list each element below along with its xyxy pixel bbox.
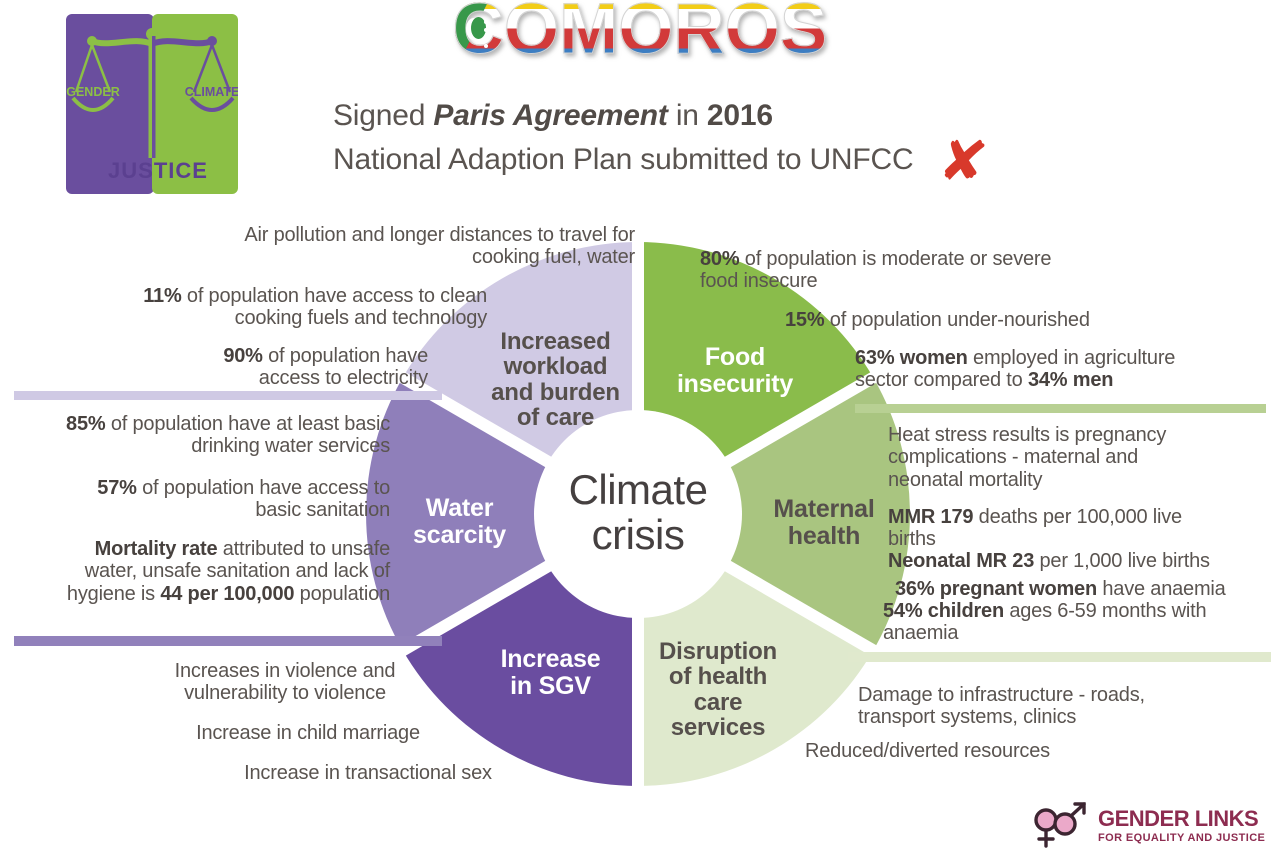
year-text: 2016 — [706, 99, 773, 132]
logo-word-gender: GENDER — [66, 85, 119, 99]
gender-links-tagline: FOR EQUALITY AND JUSTICE — [1098, 832, 1266, 844]
gender-links-logo: GENDER LINKS FOR EQUALITY AND JUSTICE — [1032, 801, 1265, 851]
stat-mortality-rate: Mortality rate attributed to unsafe wate… — [66, 538, 390, 605]
stat-transactional: Increase in transactional sex — [244, 762, 492, 784]
paris-agreement-text: Paris Agreement — [433, 99, 668, 132]
flag-star-icon — [484, 28, 488, 32]
label-workload: Increased workload and burden of care — [491, 328, 620, 432]
stat-resources: Reduced/diverted resources — [805, 740, 1050, 762]
scales-of-justice-icon: GENDER CLIMATE JUSTICE — [66, 14, 239, 194]
bar-health-services — [848, 652, 1271, 662]
stat-drinking-water: 85% of population have at least basic dr… — [66, 413, 390, 458]
flag-star-icon — [484, 36, 488, 40]
bar-water-bottom — [14, 636, 442, 646]
nap-text: National Adaption Plan submitted to UNFC… — [333, 143, 914, 176]
label-health-services: Disruption of health care services — [659, 638, 777, 742]
bar-workload — [14, 391, 442, 400]
header-statements: Signed Paris Agreement in 2016 National … — [333, 99, 1093, 198]
signed-text: Signed — [333, 99, 434, 132]
logo-word-justice: JUSTICE — [108, 158, 208, 183]
label-increase-in-sgv: Increase in SGV — [500, 645, 601, 700]
logo-word-climate: CLIMATE — [185, 85, 238, 99]
gender-links-name: GENDER LINKS — [1098, 806, 1259, 831]
stat-clean-cooking: 11% of population have access to clean c… — [143, 285, 487, 330]
title-rest: OMOROS — [503, 0, 827, 70]
stat-food-insecure: 80% of population is moderate or severe … — [700, 248, 1052, 293]
bar-maternal-top — [855, 404, 1266, 413]
climate-crisis-wheel — [360, 236, 916, 792]
wheel-diagram — [366, 238, 910, 790]
gender-climate-justice-logo: GENDER CLIMATE JUSTICE — [66, 12, 239, 196]
stat-child-marriage: Increase in child marriage — [196, 722, 420, 744]
flag-star-icon — [484, 20, 488, 24]
wheel-center-circle — [534, 410, 742, 618]
stat-sanitation: 57% of population have access to basic s… — [97, 477, 390, 522]
stat-infrastructure: Damage to infrastructure - roads, transp… — [858, 684, 1145, 729]
nap-line: National Adaption Plan submitted to UNFC… — [333, 124, 1093, 198]
label-water-scarcity: Water scarcity — [413, 494, 506, 549]
flag-star-icon — [484, 44, 488, 48]
label-maternal-health: Maternal health — [773, 495, 875, 550]
stat-air-pollution: Air pollution and longer distances to tr… — [244, 224, 635, 269]
stat-heat-stress: Heat stress results is pregnancy complic… — [888, 424, 1167, 491]
center-label-climate-crisis: Climate crisis — [568, 466, 708, 558]
flag-crescent-icon — [466, 17, 486, 40]
stat-children-anaemia: 54% children ages 6-59 months with anaem… — [883, 600, 1207, 645]
stat-violence: Increases in violence and vulnerability … — [174, 660, 396, 705]
red-x-icon: ✘ — [936, 124, 992, 198]
segment-maternal-health — [727, 378, 910, 650]
gender-symbols-icon — [1034, 802, 1086, 848]
stat-pregnant-anaemia: 36% pregnant women have anaemia — [895, 578, 1226, 600]
country-title: COMOROS — [440, 0, 840, 86]
segment-water-scarcity — [366, 378, 549, 650]
label-food-insecurity: Food insecurity — [676, 343, 794, 398]
in-text: in — [667, 99, 707, 132]
stat-electricity: 90% of population have access to electri… — [223, 345, 428, 390]
stat-under-nourished: 15% of population under-nourished — [785, 309, 1090, 331]
stat-mmr: MMR 179 deaths per 100,000 live births — [888, 506, 1182, 551]
stat-women-agriculture: 63% women employed in agriculture sector… — [855, 347, 1176, 392]
paris-agreement-line: Signed Paris Agreement in 2016 — [333, 99, 1093, 133]
stat-neonatal-mr: Neonatal MR 23 per 1,000 live births — [888, 550, 1210, 572]
